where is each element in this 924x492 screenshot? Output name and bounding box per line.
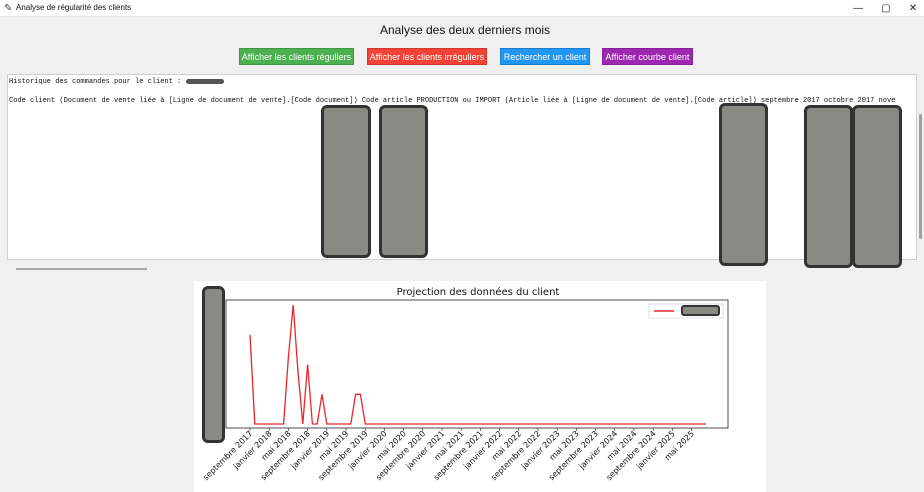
- history-columns-line: Code client (Document de vente liée à [L…: [9, 97, 896, 105]
- plot-frame: [225, 299, 729, 429]
- pane-sash[interactable]: [16, 268, 147, 270]
- show-irregular-clients-button[interactable]: Afficher les clients irréguliers: [367, 48, 487, 65]
- minimize-button[interactable]: —: [853, 3, 863, 14]
- client-chart: Projection des données du client septemb…: [194, 281, 766, 492]
- feather-icon: ✎: [4, 3, 13, 14]
- chart-title: Projection des données du client: [397, 286, 560, 298]
- show-client-curve-button[interactable]: Afficher courbe client: [602, 48, 693, 65]
- redacted-client-name: [186, 79, 224, 84]
- close-button[interactable]: ✕: [908, 3, 918, 14]
- page-title: Analyse des deux derniers mois: [379, 23, 551, 37]
- history-header-line: Historique des commandes pour le client …: [9, 78, 182, 86]
- scrollbar-thumb[interactable]: [919, 114, 922, 239]
- redaction-legend-label: [681, 305, 720, 316]
- series-group: [249, 304, 706, 425]
- window-title: Analyse de régularité des clients: [16, 3, 132, 12]
- maximize-button[interactable]: ▢: [881, 3, 891, 14]
- redaction-block: [202, 286, 225, 443]
- search-client-button[interactable]: Rechercher un client: [500, 48, 590, 65]
- show-regular-clients-button[interactable]: Afficher les clients réguliers: [239, 48, 354, 65]
- redaction-block: [379, 105, 428, 258]
- history-scrollbar[interactable]: [917, 74, 924, 260]
- history-text-area[interactable]: Historique des commandes pour le client …: [7, 74, 917, 260]
- series-line-0: [249, 304, 706, 425]
- redaction-block: [719, 103, 768, 266]
- redaction-block: [321, 105, 371, 258]
- window-titlebar: ✎ Analyse de régularité des clients — ▢ …: [0, 0, 924, 17]
- redaction-block: [804, 105, 853, 268]
- redaction-block: [852, 105, 902, 268]
- chart-svg: Projection des données du client septemb…: [201, 286, 729, 482]
